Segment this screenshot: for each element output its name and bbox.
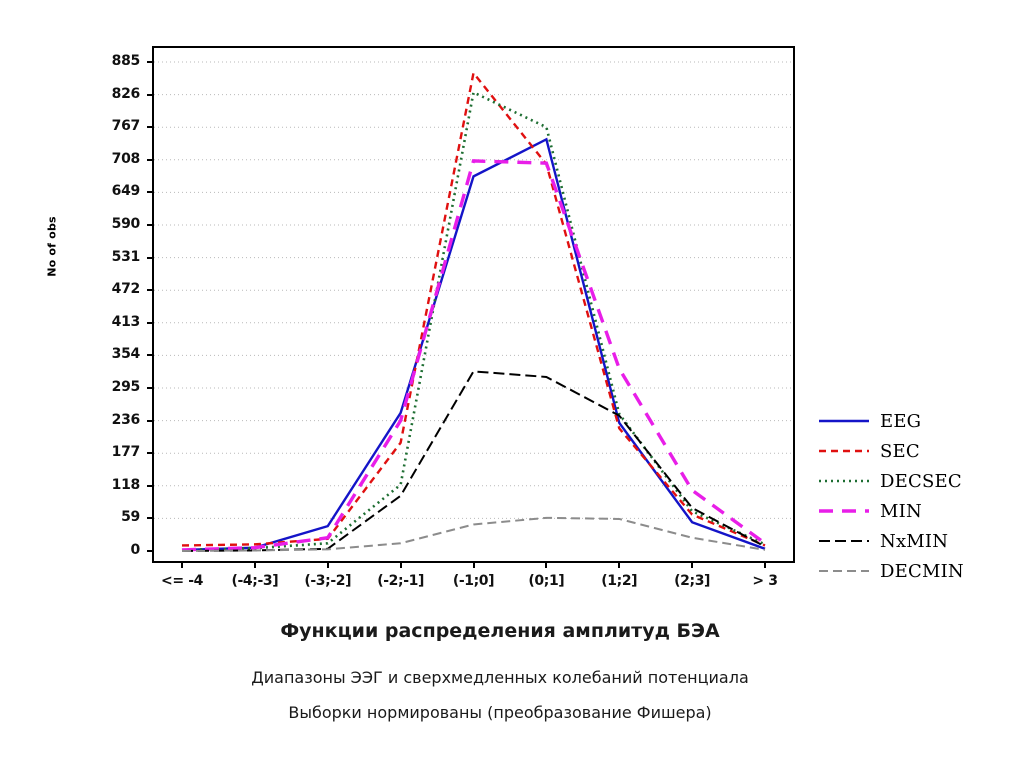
x-tick-label: (2;3] — [674, 573, 711, 589]
legend-swatch-icon — [818, 534, 870, 548]
y-tick-mark — [147, 61, 153, 63]
legend-swatch-icon — [818, 414, 870, 428]
x-tick-label: (-1;0] — [452, 573, 495, 589]
legend-item-eeg[interactable]: EEG — [818, 406, 1018, 436]
y-tick-mark — [147, 419, 153, 422]
y-tick-label: 826 — [111, 85, 141, 102]
y-tick-mark — [147, 484, 153, 487]
x-tick-mark — [691, 562, 694, 568]
x-tick-mark — [399, 562, 402, 568]
series-line-eeg — [181, 137, 766, 552]
y-tick-label: 354 — [111, 346, 141, 363]
legend-item-decmin[interactable]: DECMIN — [818, 556, 1018, 586]
y-tick-label: 413 — [111, 313, 141, 330]
x-tick-mark — [326, 562, 329, 568]
series-line-nxmin — [181, 370, 766, 552]
x-tick-mark — [472, 562, 475, 568]
x-tick-label: (-4;-3] — [231, 573, 279, 589]
x-tick-mark — [253, 562, 256, 568]
y-tick-mark — [147, 550, 153, 552]
y-tick-label: 177 — [111, 444, 141, 461]
series-canvas — [154, 61, 793, 552]
legend-item-label: NxMIN — [880, 530, 949, 552]
y-tick-mark — [147, 224, 153, 226]
y-tick-label: 590 — [111, 216, 141, 232]
y-tick-label: 295 — [111, 379, 141, 395]
plot-inner — [154, 48, 793, 561]
y-tick-label: 236 — [111, 411, 141, 428]
x-tick-label: (1;2] — [601, 573, 638, 589]
legend-item-label: EEG — [880, 410, 922, 432]
chart-legend: EEG SEC DECSEC MIN NxMIN DECMIN — [818, 406, 1018, 586]
y-tick-label: 885 — [111, 53, 141, 69]
legend-swatch-icon — [818, 564, 870, 578]
x-tick-label: > 3 — [752, 573, 778, 589]
x-tick-mark — [764, 562, 766, 568]
y-tick-mark — [147, 126, 153, 129]
series-line-sec — [181, 70, 766, 547]
x-tick-label: (0;1] — [528, 573, 565, 589]
y-tick-label: 59 — [121, 509, 140, 526]
legend-item-nxmin[interactable]: NxMIN — [818, 526, 1018, 556]
legend-swatch-icon — [818, 444, 870, 458]
chart-subtitle-2: Выборки нормированы (преобразование Фише… — [288, 703, 712, 722]
x-tick-mark — [181, 562, 183, 568]
series-line-min — [181, 159, 767, 552]
y-tick-mark — [147, 321, 153, 324]
legend-swatch-icon — [818, 474, 870, 488]
x-tick-label: (-2;-1] — [377, 573, 424, 589]
legend-item-label: DECSEC — [880, 470, 962, 492]
y-tick-mark — [147, 158, 153, 161]
y-tick-label: 0 — [130, 542, 141, 558]
x-tick-label: (-3;-2] — [304, 573, 352, 589]
y-tick-mark — [147, 93, 153, 96]
y-tick-mark — [147, 289, 153, 292]
plot-area — [152, 46, 795, 563]
y-tick-label: 708 — [111, 150, 141, 167]
y-tick-mark — [147, 256, 153, 259]
series-line-decmin — [181, 516, 766, 552]
y-tick-label: 118 — [111, 476, 141, 493]
legend-swatch-icon — [818, 504, 870, 518]
legend-item-label: MIN — [880, 500, 922, 522]
y-tick-mark — [147, 387, 153, 389]
x-tick-label: <= -4 — [161, 573, 203, 589]
legend-item-decsec[interactable]: DECSEC — [818, 466, 1018, 496]
x-tick-mark — [545, 562, 548, 568]
legend-item-label: SEC — [880, 440, 920, 462]
legend-item-sec[interactable]: SEC — [818, 436, 1018, 466]
y-tick-mark — [147, 191, 153, 194]
y-tick-label: 649 — [111, 183, 141, 200]
y-tick-label: 472 — [111, 281, 141, 298]
y-tick-label: 767 — [111, 118, 141, 135]
chart-subtitle-1: Диапазоны ЭЭГ и сверхмедленных колебаний… — [251, 668, 749, 687]
y-axis-title: No of obs — [45, 216, 59, 277]
y-tick-mark — [147, 517, 153, 520]
y-tick-mark — [147, 452, 153, 455]
chart-title: Функции распределения амплитуд БЭА — [280, 620, 720, 642]
series-line-decsec — [181, 90, 766, 552]
y-tick-mark — [147, 354, 153, 357]
legend-item-min[interactable]: MIN — [818, 496, 1018, 526]
y-tick-label: 531 — [111, 248, 141, 265]
x-tick-mark — [618, 562, 621, 568]
legend-item-label: DECMIN — [880, 560, 964, 582]
